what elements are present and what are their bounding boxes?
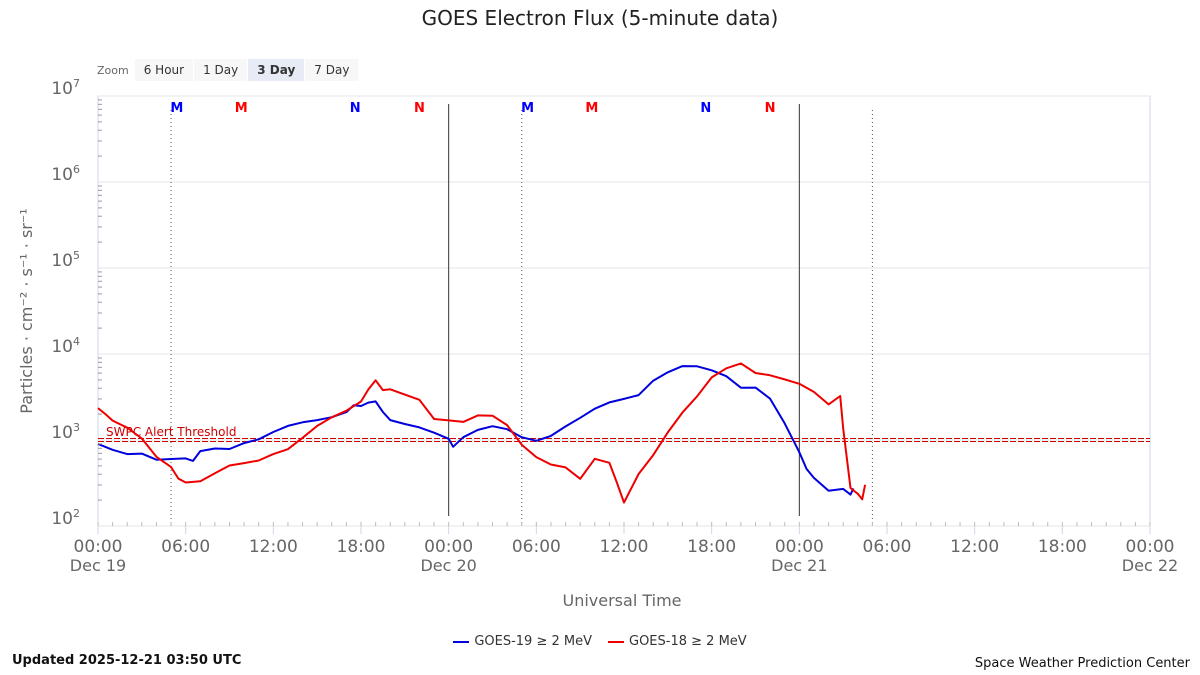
x-tick-time: 12:00 — [950, 537, 999, 557]
zoom-button-7d[interactable]: 7 Day — [305, 59, 359, 81]
x-tick-time: 00:00 — [74, 537, 123, 557]
legend-item-goes19[interactable]: GOES-19 ≥ 2 MeV — [453, 634, 592, 649]
zoom-label: Zoom — [97, 63, 129, 77]
x-tick-time: 00:00 — [775, 537, 824, 557]
x-tick-time: 12:00 — [600, 537, 649, 557]
local-time-marker: M — [170, 101, 183, 116]
legend-item-goes18[interactable]: GOES-18 ≥ 2 MeV — [608, 634, 747, 649]
x-axis-title: Universal Time — [562, 591, 681, 610]
legend-line-goes18 — [608, 640, 624, 643]
local-time-marker: M — [521, 101, 534, 116]
x-tick-time: 18:00 — [337, 537, 386, 557]
chart-title: GOES Electron Flux (5-minute data) — [421, 6, 779, 30]
x-tick-time: 06:00 — [863, 537, 912, 557]
x-tick-time: 06:00 — [512, 537, 561, 557]
y-tick-label: 104 — [51, 335, 80, 357]
y-tick-label: 105 — [51, 249, 80, 271]
x-tick-time: 06:00 — [161, 537, 210, 557]
x-tick-date: Dec 19 — [70, 556, 126, 575]
y-tick-label: 102 — [51, 507, 80, 529]
x-tick-time: 12:00 — [249, 537, 298, 557]
y-tick-label: 106 — [51, 163, 80, 185]
legend: GOES-19 ≥ 2 MeV GOES-18 ≥ 2 MeV — [0, 634, 1200, 649]
x-tick-time: 18:00 — [687, 537, 736, 557]
y-axis-title: Particles · cm⁻² · s⁻¹ · sr⁻¹ — [17, 208, 36, 413]
x-tick-time: 18:00 — [1038, 537, 1087, 557]
local-time-marker: M — [235, 101, 248, 116]
x-tick-time: 00:00 — [424, 537, 473, 557]
local-time-marker: N — [350, 101, 361, 116]
zoom-button-3d[interactable]: 3 Day — [248, 59, 305, 81]
x-tick-date: Dec 22 — [1122, 556, 1178, 575]
local-time-marker: N — [765, 101, 776, 116]
local-time-marker: M — [585, 101, 598, 116]
local-time-marker: N — [700, 101, 711, 116]
zoom-control: Zoom 6 Hour 1 Day 3 Day 7 Day — [92, 59, 359, 81]
y-tick-label: 107 — [51, 77, 80, 99]
x-tick-time: 00:00 — [1126, 537, 1175, 557]
y-tick-label: 103 — [51, 421, 80, 443]
legend-line-goes19 — [453, 640, 470, 643]
series-line-goes18 — [97, 362, 867, 504]
local-time-marker: N — [414, 101, 425, 116]
series-line-goes19 — [97, 365, 855, 496]
credit-text: Space Weather Prediction Center — [974, 656, 1190, 671]
x-tick-date: Dec 21 — [771, 556, 827, 575]
updated-timestamp: Updated 2025-12-21 03:50 UTC — [12, 653, 242, 668]
zoom-button-1d[interactable]: 1 Day — [194, 59, 248, 81]
zoom-button-6h[interactable]: 6 Hour — [134, 59, 194, 81]
legend-label-goes19: GOES-19 ≥ 2 MeV — [474, 634, 592, 649]
x-tick-date: Dec 20 — [420, 556, 476, 575]
legend-label-goes18: GOES-18 ≥ 2 MeV — [629, 634, 747, 649]
